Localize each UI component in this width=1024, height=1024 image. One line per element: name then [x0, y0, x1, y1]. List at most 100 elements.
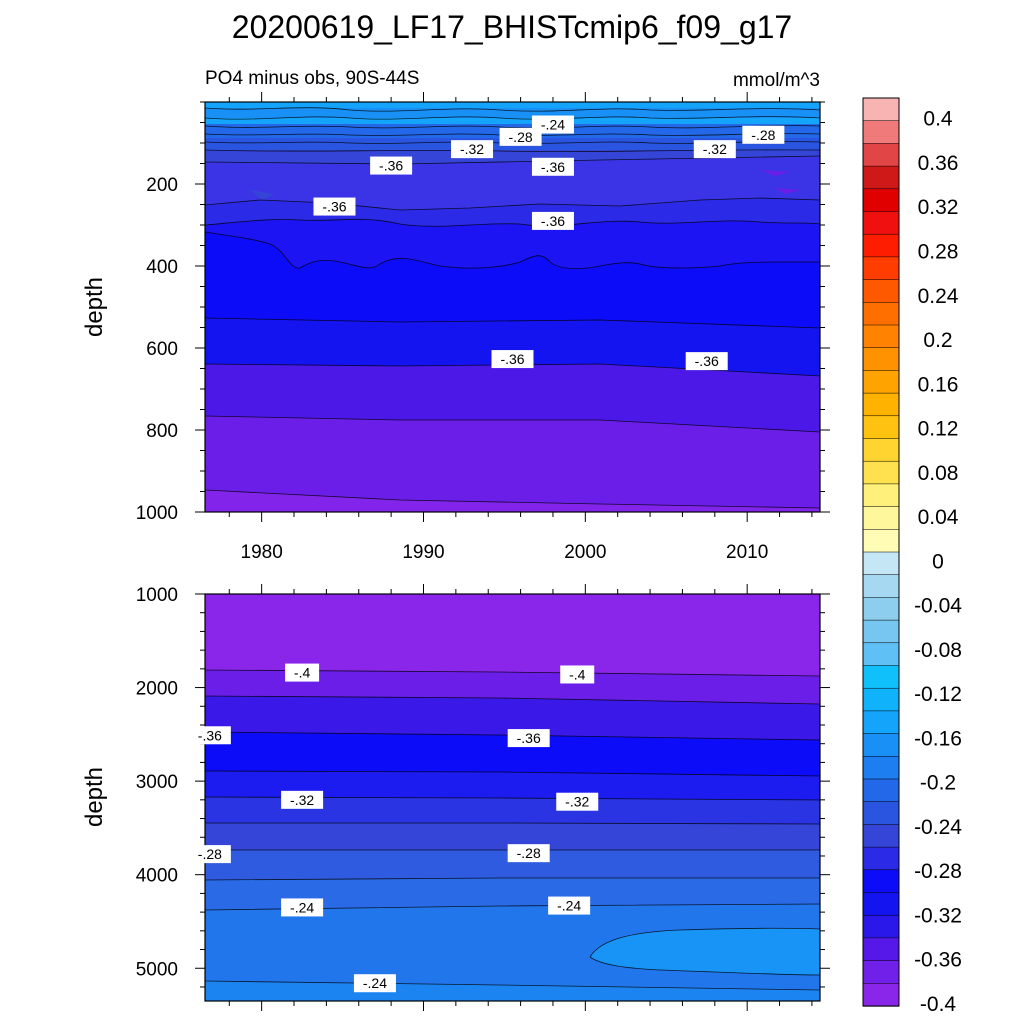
svg-text:-.36: -.36 — [322, 199, 346, 215]
lower-y-axis-label: depth — [81, 767, 108, 827]
lower-plot-frame — [204, 593, 821, 1002]
y-tick-label: 200 — [146, 175, 178, 196]
colorbar-label: -0.08 — [914, 639, 962, 662]
contour-label: -.36 — [491, 350, 534, 369]
contour-label: -.28 — [742, 125, 785, 144]
colorbar-label: 0.2 — [923, 329, 952, 352]
colorbar-swatch — [862, 846, 900, 871]
svg-text:-.36: -.36 — [541, 159, 565, 175]
svg-text:-.36: -.36 — [541, 213, 565, 229]
y-tick-label: 600 — [146, 339, 178, 360]
colorbar-swatch — [862, 188, 900, 213]
colorbar-swatch — [862, 392, 900, 417]
svg-text:-.36: -.36 — [379, 158, 403, 174]
lower-contour-labels: -.4 -.4 -.36 -.36 -.32 -.32 -.28 -.28 -.24 -.24 -.… — [188, 663, 599, 993]
colorbar-swatch — [862, 914, 900, 939]
y-tick-label: 5000 — [136, 959, 178, 980]
contour-label: -.32 — [281, 790, 324, 809]
contour-label: -.36 — [507, 729, 550, 748]
contour-label: -.28 — [188, 845, 231, 864]
x-tick-label: 2010 — [726, 542, 768, 563]
y-tick-label: 3000 — [136, 772, 178, 793]
colorbar-swatch — [862, 324, 900, 349]
contour-label: -.32 — [556, 792, 599, 811]
chart-subtitle-left: PO4 minus obs, 90S-44S — [205, 68, 419, 89]
colorbar-swatch — [862, 256, 900, 281]
colorbar-label: 0.28 — [918, 240, 959, 263]
contour-label: -.36 — [188, 726, 231, 745]
contour-label: -.24 — [548, 896, 591, 915]
colorbar-swatch — [862, 438, 900, 462]
colorbar-label: -0.24 — [914, 816, 962, 839]
x-tick-label: 2000 — [564, 542, 606, 563]
contour-label: -.36 — [531, 157, 574, 176]
svg-text:-.36: -.36 — [500, 351, 524, 367]
colorbar-swatch — [862, 869, 900, 894]
colorbar-swatch — [862, 143, 900, 167]
contour-label: -.24 — [281, 898, 324, 917]
colorbar-label: -0.32 — [914, 904, 962, 927]
colorbar-label: 0.16 — [918, 373, 959, 396]
contour-label: -.36 — [531, 211, 574, 230]
svg-text:-.32: -.32 — [460, 141, 484, 157]
contour-label: -.28 — [499, 127, 542, 146]
x-tick-label: 1980 — [241, 542, 283, 563]
colorbar-label: 0.08 — [918, 462, 959, 485]
colorbar-swatch — [862, 687, 900, 712]
svg-text:-.32: -.32 — [565, 794, 589, 810]
colorbar-label: -0.16 — [914, 727, 962, 750]
colorbar-swatch — [862, 824, 900, 848]
contour-label: -.4 — [560, 665, 595, 684]
colorbar-swatch — [862, 483, 900, 508]
colorbar-swatch — [862, 619, 900, 644]
colorbar-label: 0.4 — [923, 108, 953, 131]
colorbar: 0.4 0.36 0.32 0.28 0.24 0.2 0.16 0.12 0.08 0.04 0 -… — [862, 97, 962, 1016]
colorbar-swatch — [862, 279, 900, 303]
colorbar-swatch — [862, 778, 900, 803]
colorbar-swatch — [862, 460, 900, 485]
colorbar-label: -0.28 — [914, 860, 962, 883]
colorbar-label: 0.04 — [918, 506, 959, 529]
colorbar-label: -0.2 — [920, 772, 956, 795]
upper-y-axis-label: depth — [81, 277, 108, 337]
contour-label: -.36 — [370, 156, 413, 175]
colorbar-swatch — [862, 642, 900, 667]
svg-text:-.4: -.4 — [294, 665, 311, 681]
colorbar-label: -0.4 — [920, 993, 957, 1016]
contour-label: -.36 — [313, 197, 356, 216]
colorbar-swatch — [862, 892, 900, 916]
y-tick-label: 4000 — [136, 866, 178, 887]
svg-text:-.24: -.24 — [290, 899, 314, 915]
lower-axes: 1000 2000 3000 4000 5000 — [136, 584, 830, 1011]
colorbar-swatch — [862, 733, 900, 757]
colorbar-label: 0.12 — [918, 418, 959, 441]
svg-text:-.28: -.28 — [198, 846, 222, 862]
colorbar-swatch — [862, 756, 900, 780]
svg-text:-.4: -.4 — [569, 666, 586, 682]
svg-text:-.32: -.32 — [703, 141, 727, 157]
svg-text:-.24: -.24 — [363, 975, 387, 991]
colorbar-label: 0.32 — [918, 196, 959, 219]
svg-text:-.28: -.28 — [751, 127, 775, 143]
svg-text:-.28: -.28 — [517, 845, 541, 861]
contour-label: -.32 — [451, 140, 494, 159]
colorbar-swatch — [862, 551, 900, 576]
y-tick-label: 2000 — [136, 679, 178, 700]
chart-units: mmol/m^3 — [733, 70, 820, 91]
contour-label: -.24 — [531, 115, 574, 134]
contour-label: -.24 — [353, 974, 396, 993]
colorbar-swatch — [862, 574, 900, 599]
upper-contour-labels: -.24 -.28 -.28 -.32 -.32 -.36 -.36 -.36 -.36 -.36… — [313, 115, 785, 371]
svg-text:-.24: -.24 — [541, 117, 565, 133]
colorbar-swatch — [862, 801, 900, 826]
svg-text:-.32: -.32 — [290, 792, 314, 808]
colorbar-swatch — [862, 302, 900, 326]
svg-text:-.36: -.36 — [198, 727, 222, 743]
colorbar-swatch — [862, 120, 900, 145]
colorbar-swatch — [862, 211, 900, 235]
colorbar-swatch — [862, 347, 900, 372]
colorbar-swatch — [862, 960, 900, 984]
contour-label: -.28 — [507, 844, 550, 863]
colorbar-label: 0.36 — [918, 152, 959, 175]
